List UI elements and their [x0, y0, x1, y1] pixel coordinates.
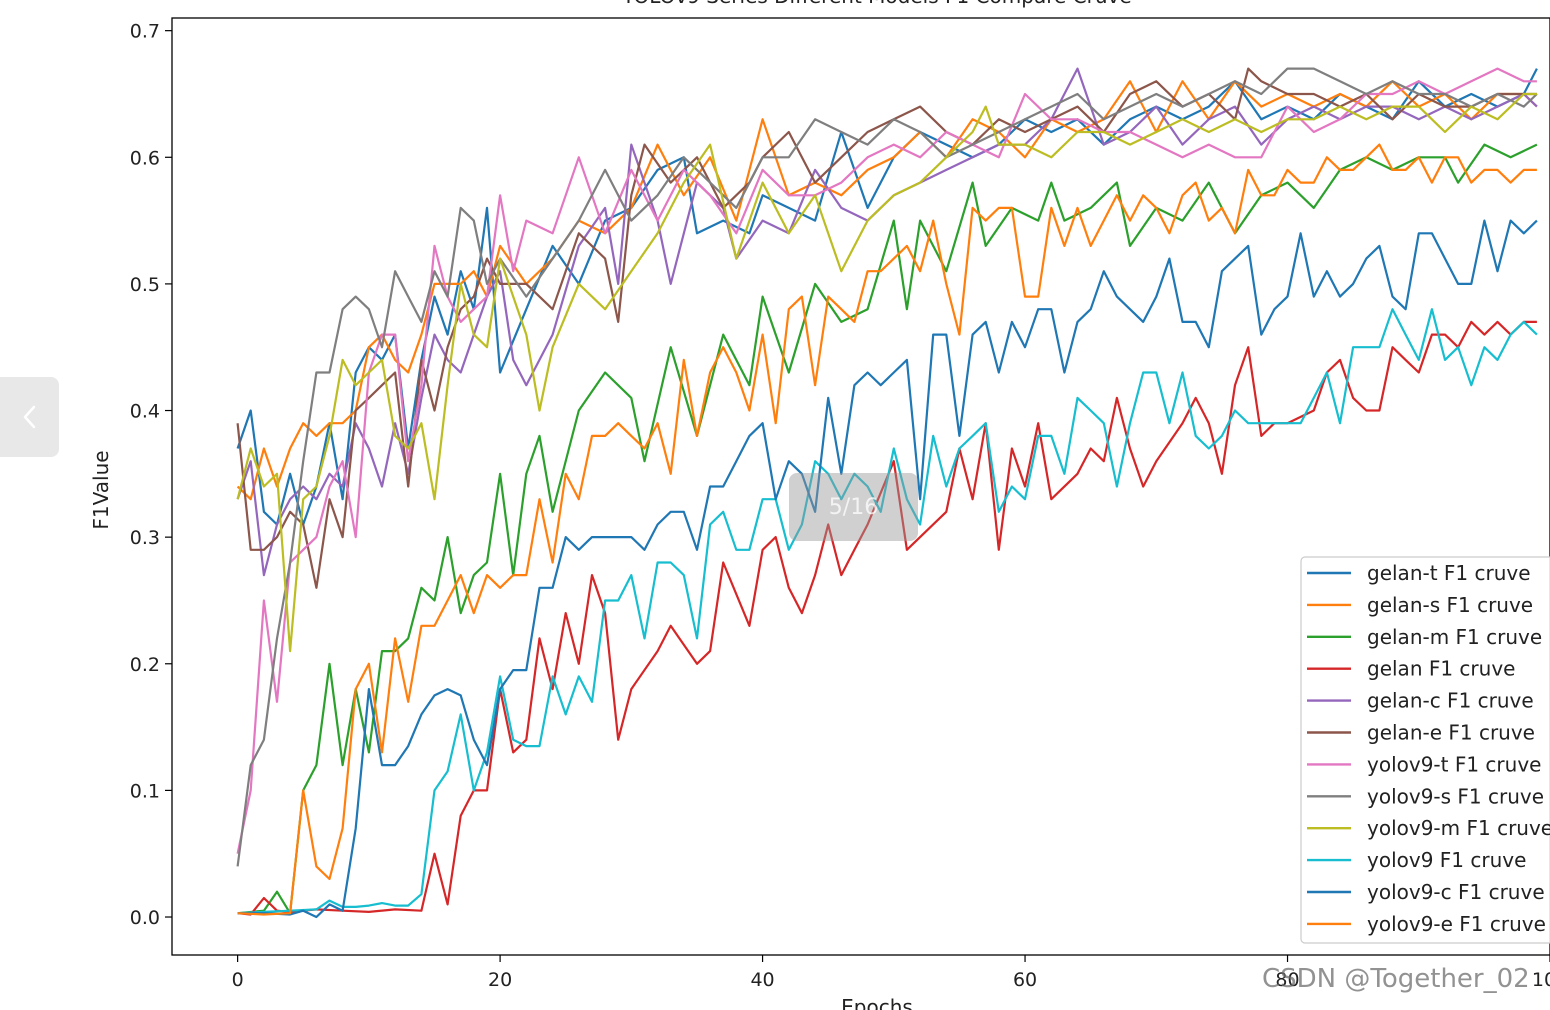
legend-label: yolov9-t F1 cruve [1367, 752, 1541, 776]
y-tick-label: 0.5 [130, 274, 160, 296]
page-indicator: 5/16 [789, 473, 918, 541]
series-line-7 [236, 67, 1537, 854]
watermark: CSDN @Together_02 [1262, 964, 1530, 994]
legend-label: gelan-t F1 cruve [1367, 561, 1531, 585]
series-line-11 [237, 219, 1538, 919]
series-lines [236, 67, 1538, 919]
x-tick-label: 60 [1013, 969, 1037, 991]
y-tick-label: 0.4 [130, 401, 160, 423]
y-tick-label: 0.6 [130, 147, 160, 169]
chevron-left-icon [23, 405, 35, 429]
legend-label: gelan-c F1 cruve [1367, 689, 1534, 713]
y-axis-label: F1Value [89, 450, 113, 529]
x-tick-label: 100 [1532, 969, 1550, 991]
legend-label: yolov9-m F1 cruve [1367, 816, 1550, 840]
series-line-10 [237, 308, 1538, 915]
chart-legend: gelan-t F1 cruve gelan-s F1 cruve gelan-m … [1300, 556, 1550, 944]
legend-label: gelan F1 cruve [1367, 657, 1515, 681]
x-tick-label: 80 [1275, 969, 1299, 991]
y-tick-label: 0.2 [130, 654, 160, 676]
x-tick-label: 40 [750, 969, 774, 991]
legend-label: yolov9-s F1 cruve [1367, 784, 1544, 808]
series-line-8 [236, 67, 1538, 867]
x-axis-label: Epochs [841, 995, 913, 1010]
axis-ticks: 0 20 40 60 80 100 0.0 0.1 0.2 0.3 0.4 0.5 0.6 0.7 [130, 21, 1550, 991]
y-tick-label: 0.3 [130, 527, 160, 549]
legend-label: yolov9 F1 cruve [1367, 848, 1526, 872]
legend-label: gelan-e F1 cruve [1367, 721, 1535, 745]
back-button[interactable] [0, 377, 59, 457]
series-line-9 [236, 92, 1537, 653]
series-line-4 [237, 320, 1537, 916]
legend-label: gelan-m F1 cruve [1367, 625, 1542, 649]
chart-title: YOLOv9 Series Different Models F1 Compar… [621, 0, 1131, 8]
legend-label: yolov9-c F1 cruve [1367, 880, 1545, 904]
legend-label: gelan-s F1 cruve [1367, 593, 1533, 617]
x-tick-label: 0 [232, 969, 244, 991]
legend-label: yolov9-e F1 cruve [1367, 912, 1546, 936]
plot-frame [171, 17, 1550, 956]
series-line-12 [237, 143, 1537, 916]
x-tick-label: 20 [488, 969, 512, 991]
y-tick-label: 0.1 [130, 780, 160, 802]
series-line-1 [236, 68, 1538, 526]
legend-box [1300, 556, 1550, 944]
series-line-2 [236, 80, 1538, 501]
y-tick-label: 0.0 [130, 907, 160, 929]
y-tick-label: 0.7 [130, 21, 160, 43]
